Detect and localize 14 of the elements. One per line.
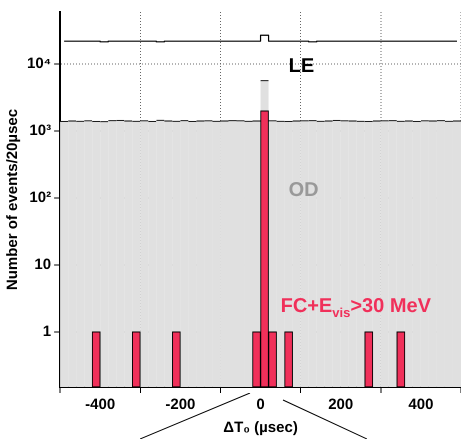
series-label: OD	[288, 178, 319, 201]
y-axis-title: Number of events/20µsec	[4, 108, 22, 290]
y-tick-label: 10	[34, 256, 52, 274]
x-tick-label: 200	[328, 396, 354, 414]
x-tick-label: 400	[408, 396, 434, 414]
x-tick-label: -200	[165, 396, 196, 414]
x-tick-label: -400	[85, 396, 116, 414]
y-tick-label: 10³	[29, 122, 52, 140]
y-tick-label: 10⁴	[26, 55, 52, 72]
y-tick-label: 1	[42, 322, 52, 340]
x-tick-label: 0	[256, 396, 265, 414]
y-tick-label: 10²	[29, 189, 52, 206]
series-label: LE	[288, 55, 314, 77]
x-axis-title: ΔT₀ (µsec)	[223, 419, 298, 436]
